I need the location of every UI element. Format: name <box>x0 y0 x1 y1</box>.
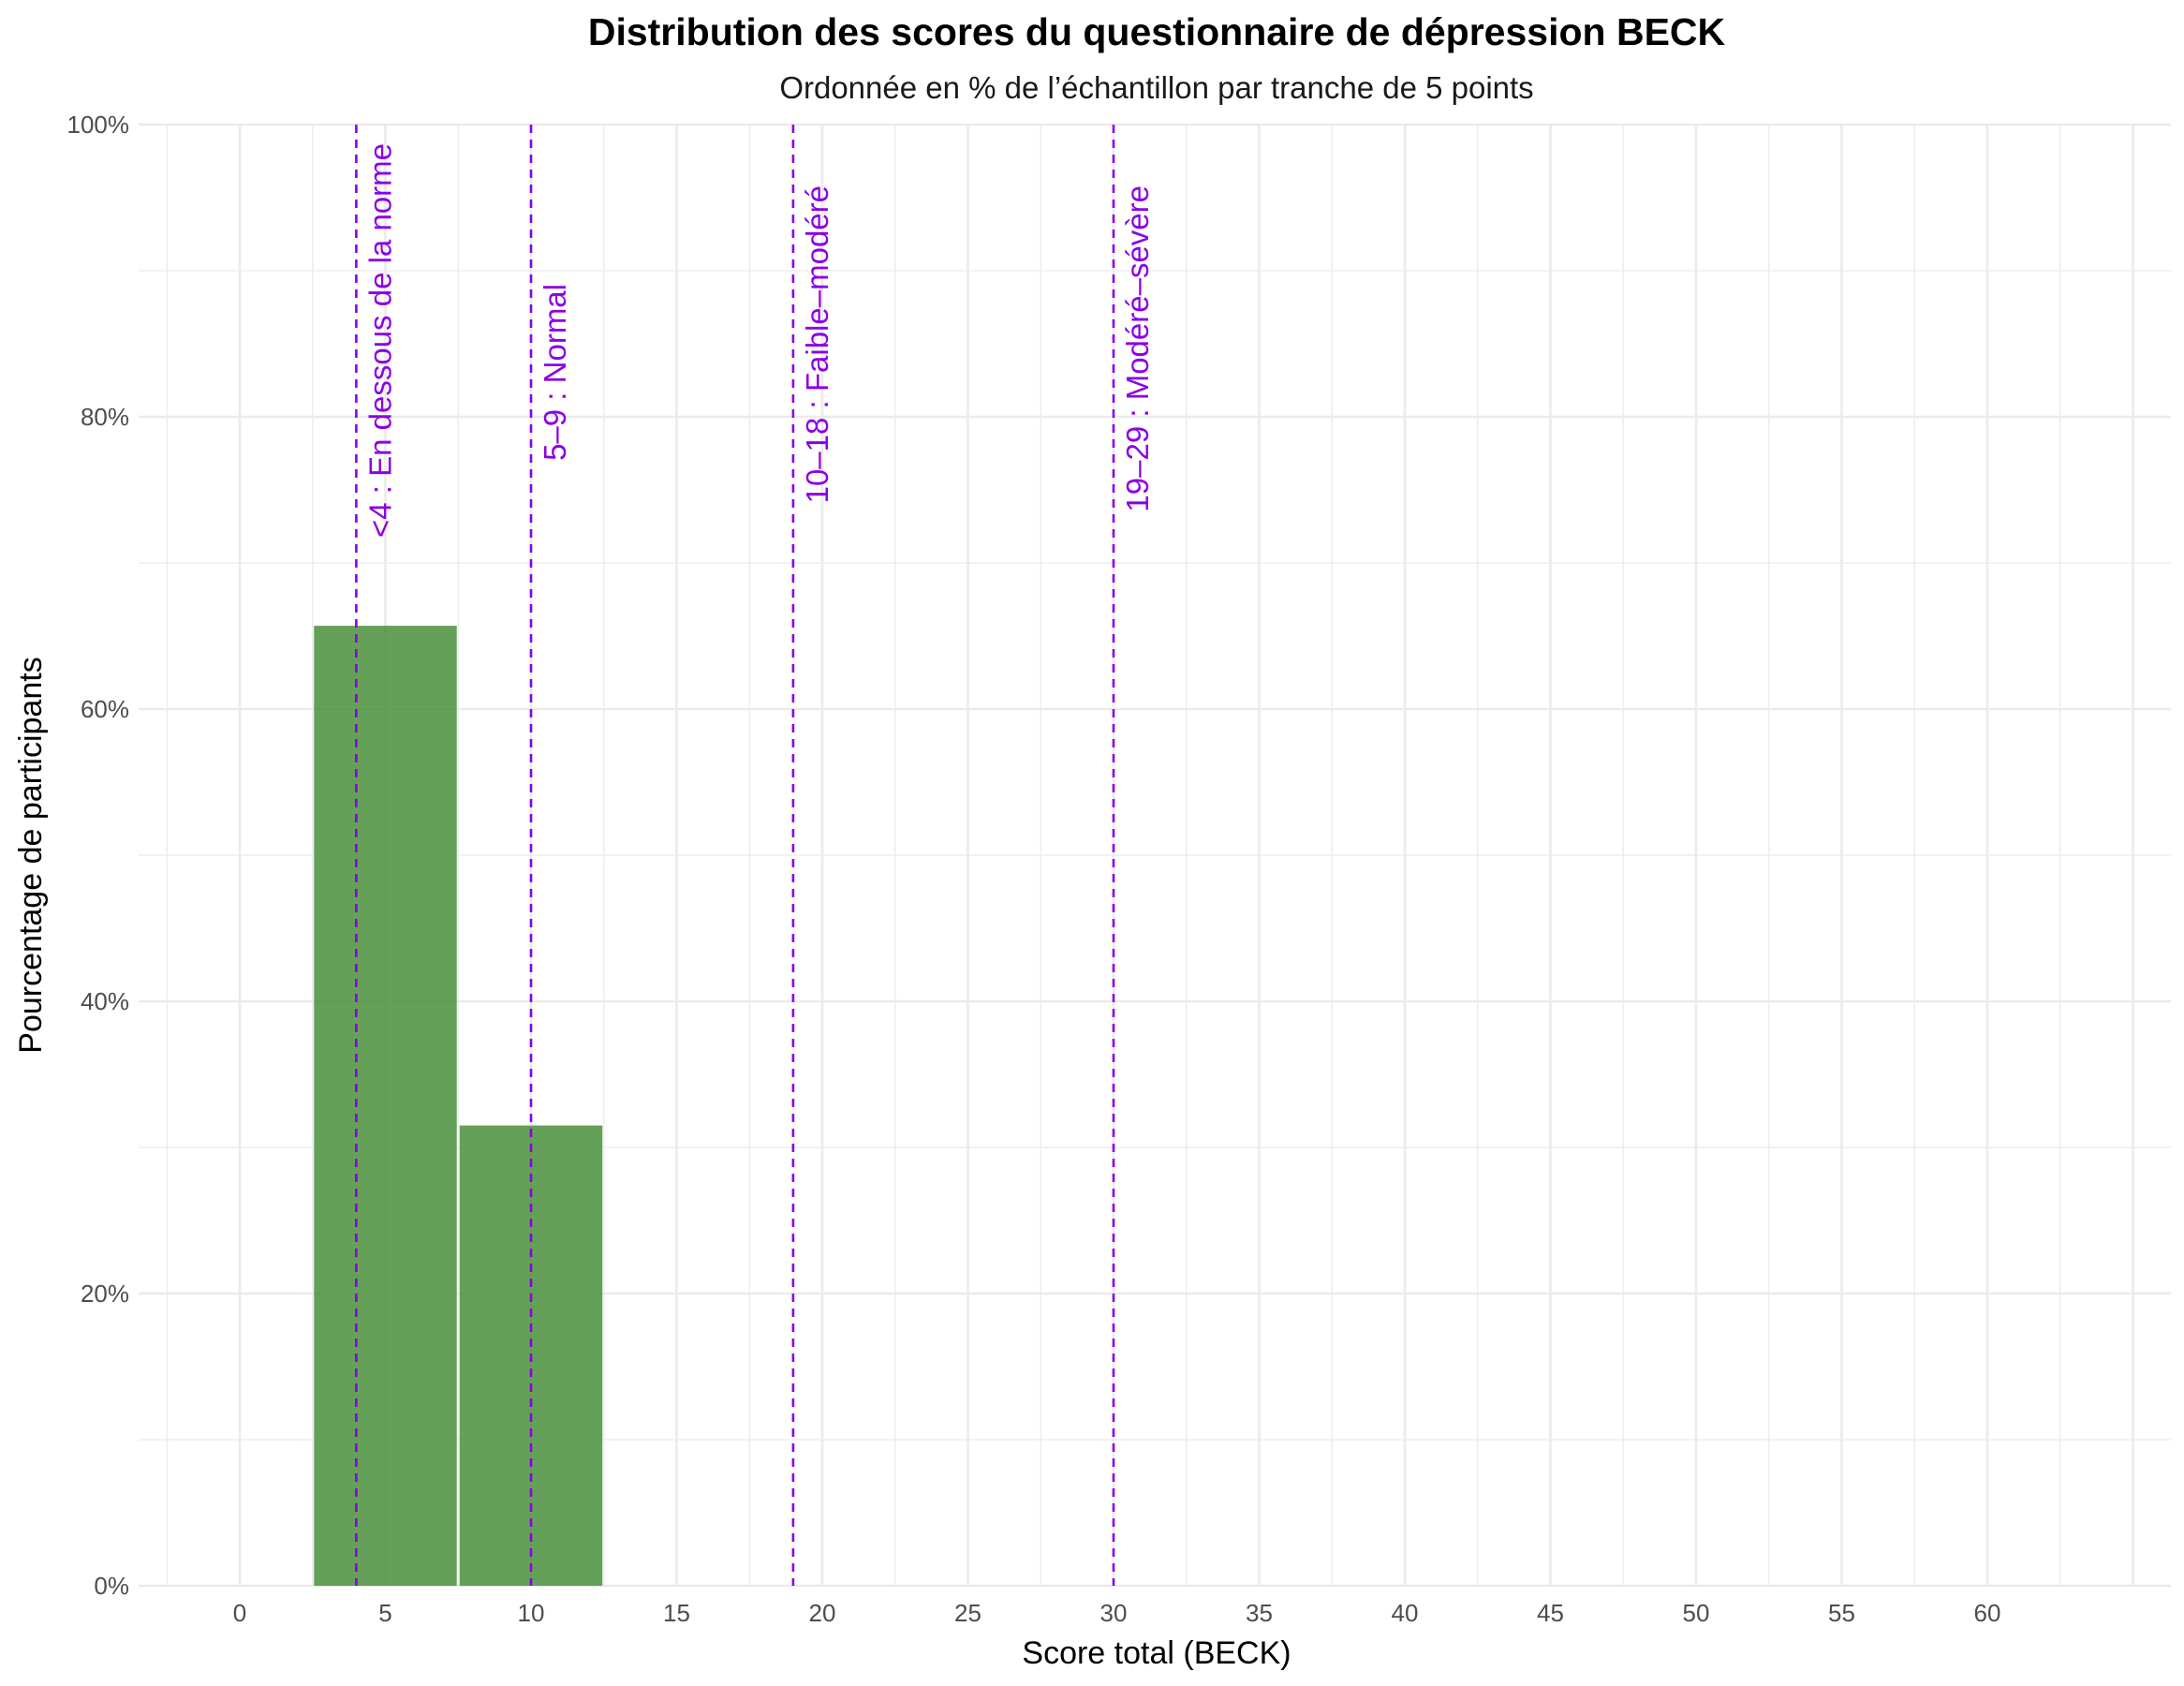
x-tick-label: 40 <box>1392 1599 1419 1627</box>
chart-title: Distribution des scores du questionnaire… <box>588 10 1726 53</box>
y-axis-title: Pourcentage de participants <box>13 657 49 1053</box>
x-tick-label: 30 <box>1100 1599 1128 1627</box>
x-tick-label: 55 <box>1828 1599 1855 1627</box>
chart-subtitle: Ordonnée en % de l’échantillon par tranc… <box>779 70 1533 105</box>
y-tick-label: 60% <box>81 695 129 723</box>
x-tick-label: 35 <box>1246 1599 1273 1627</box>
reference-line-label: 5–9 : Normal <box>538 284 572 461</box>
y-tick-label: 100% <box>67 111 130 139</box>
y-tick-label: 0% <box>94 1572 129 1600</box>
x-axis-title: Score total (BECK) <box>1022 1635 1291 1671</box>
y-axis-ticks: 0% 20% 40% 60% 80% 100% <box>67 111 130 1600</box>
reference-lines: <4 : En dessous de la norme 5–9 : Normal 1… <box>355 125 1155 1586</box>
x-tick-label: 20 <box>809 1599 836 1627</box>
reference-line-label: <4 : En dessous de la norme <box>362 143 397 538</box>
y-tick-label: 40% <box>81 987 129 1015</box>
bars <box>314 626 603 1586</box>
x-tick-label: 50 <box>1683 1599 1710 1627</box>
x-tick-label: 0 <box>233 1599 246 1627</box>
x-axis-ticks: 0 5 10 15 20 25 30 35 40 45 50 55 60 <box>233 1599 2001 1627</box>
x-tick-label: 15 <box>663 1599 690 1627</box>
x-tick-label: 25 <box>954 1599 981 1627</box>
y-tick-label: 80% <box>81 403 129 431</box>
reference-line-label: 19–29 : Modéré–sévère <box>1120 185 1155 512</box>
x-tick-label: 5 <box>378 1599 391 1627</box>
y-tick-label: 20% <box>81 1279 129 1308</box>
x-tick-label: 10 <box>518 1599 545 1627</box>
reference-line-label: 10–18 : Faible–modéré <box>800 185 834 503</box>
x-tick-label: 60 <box>1974 1599 2001 1627</box>
x-tick-label: 45 <box>1537 1599 1564 1627</box>
histogram-bar <box>314 626 457 1586</box>
